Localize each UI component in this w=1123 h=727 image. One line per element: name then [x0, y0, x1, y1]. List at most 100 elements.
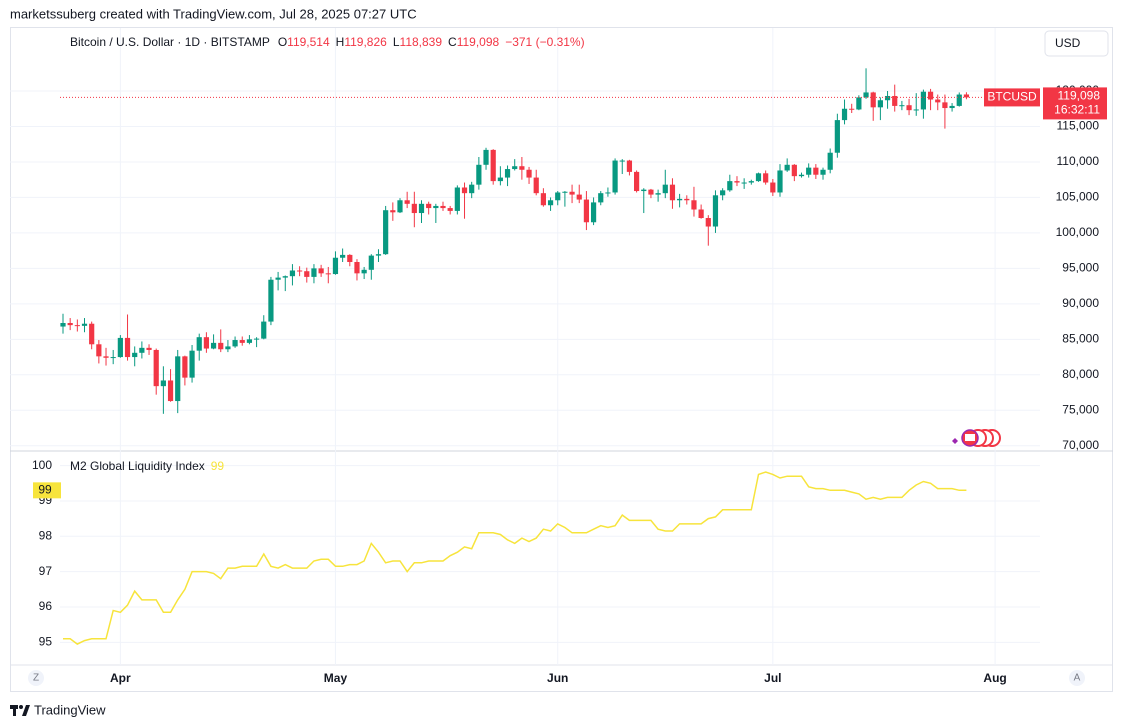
symbol-tag-label: BTCUSD: [987, 90, 1037, 104]
candle-body: [669, 184, 676, 201]
candle-body: [117, 337, 123, 358]
candle-body: [67, 323, 73, 326]
candle-body: [433, 205, 439, 209]
currency-button[interactable]: [1044, 30, 1109, 57]
ohlc-value: 119,098: [457, 35, 500, 49]
candle-body: [426, 203, 432, 209]
y2-tick-label: 98: [39, 528, 53, 542]
candle-body: [390, 210, 396, 213]
candle-body: [777, 170, 783, 193]
candle-body: [397, 200, 403, 213]
zoom-button[interactable]: [28, 670, 44, 686]
chart-frame: [10, 27, 1113, 692]
candle-body: [813, 167, 819, 175]
candle-body: [182, 356, 188, 378]
candle-body: [698, 209, 704, 219]
y-tick-label: 75,000: [1062, 402, 1099, 416]
price-tag-label: 119,098: [1058, 89, 1101, 103]
y2-tick-label: 95: [39, 634, 53, 648]
candle-body: [712, 195, 719, 227]
candle-body: [555, 192, 561, 201]
logo-part: [22, 705, 30, 716]
auto-button[interactable]: [1069, 670, 1085, 686]
candle-body: [863, 92, 869, 98]
candle-body: [404, 200, 410, 204]
candle-body: [325, 273, 331, 275]
candle-body: [626, 160, 633, 172]
candle-body: [963, 94, 970, 98]
candle-body: [583, 199, 590, 223]
candle-body: [913, 109, 919, 111]
candle-body: [619, 160, 625, 162]
y-tick-label: 90,000: [1062, 296, 1099, 310]
y-tick-label: 100,000: [1056, 225, 1100, 239]
indicator-tag: [33, 482, 61, 499]
candle-body: [175, 356, 181, 402]
candle-body: [734, 181, 740, 183]
candle-body: [841, 108, 848, 121]
grid: [10, 28, 1040, 665]
candle-body: [892, 95, 898, 106]
candle-body: [827, 152, 833, 170]
candle-body: [770, 182, 776, 193]
candle-body: [877, 100, 883, 108]
candle-body: [648, 189, 654, 195]
candle-body: [218, 342, 224, 350]
candle-body: [318, 268, 324, 274]
auto-label[interactable]: A: [1074, 673, 1081, 684]
candle-body: [576, 194, 582, 200]
candle-body: [856, 97, 862, 110]
candle-body: [239, 340, 245, 343]
candle-body: [899, 105, 905, 107]
candle-body: [132, 352, 138, 358]
candle-body: [60, 323, 66, 327]
candle-body: [447, 208, 453, 211]
candle-body: [225, 346, 231, 350]
credit: marketssuberg created with TradingView.c…: [10, 6, 417, 21]
candle-body: [612, 160, 618, 193]
candle-body: [210, 342, 217, 349]
footer-logo: [10, 705, 30, 716]
candle-body: [368, 255, 374, 270]
y-tick-label: 110,000: [1057, 154, 1100, 168]
indicator-tag-label: 99: [38, 483, 52, 497]
candle-body: [741, 182, 747, 184]
candle-body: [440, 205, 446, 209]
candle-body: [504, 169, 511, 178]
ohlc-key: L: [393, 35, 400, 49]
zoom-label[interactable]: Z: [33, 673, 39, 684]
candle-body: [89, 323, 95, 345]
candle-body: [684, 198, 690, 201]
candle-body: [927, 91, 934, 100]
ohlc-key: H: [336, 35, 345, 49]
price-tag: [1043, 87, 1107, 120]
candle-body: [935, 99, 941, 103]
candle-body: [304, 271, 310, 277]
candle-body: [289, 270, 296, 277]
candle-body: [275, 277, 281, 280]
candle-body: [784, 164, 790, 171]
flag: [965, 434, 975, 441]
currency-label[interactable]: USD: [1055, 36, 1081, 50]
candle-body: [81, 323, 88, 326]
candle-body: [662, 184, 668, 194]
candle-body: [74, 325, 80, 327]
candle-body: [375, 254, 382, 256]
candle-body: [547, 200, 554, 206]
candle-body: [139, 347, 145, 353]
candle-body: [677, 198, 683, 201]
line-series: [63, 471, 967, 645]
x-tick-label: Jun: [547, 671, 568, 685]
x-tick-label: Jul: [764, 671, 781, 685]
plot: [60, 68, 1040, 645]
y-tick-label: 80,000: [1062, 367, 1099, 381]
candle-body: [849, 108, 855, 110]
symbol-tag: [984, 88, 1040, 107]
candle-body: [949, 105, 955, 109]
candle-body: [820, 169, 826, 175]
candle-body: [340, 254, 346, 258]
indicator-title: M2 Global Liquidity Index: [70, 459, 205, 473]
candle-body: [253, 338, 260, 340]
overlay: 70,000 75,000 80,000 85,000 90,000 95,000 100,…: [32, 35, 1107, 685]
